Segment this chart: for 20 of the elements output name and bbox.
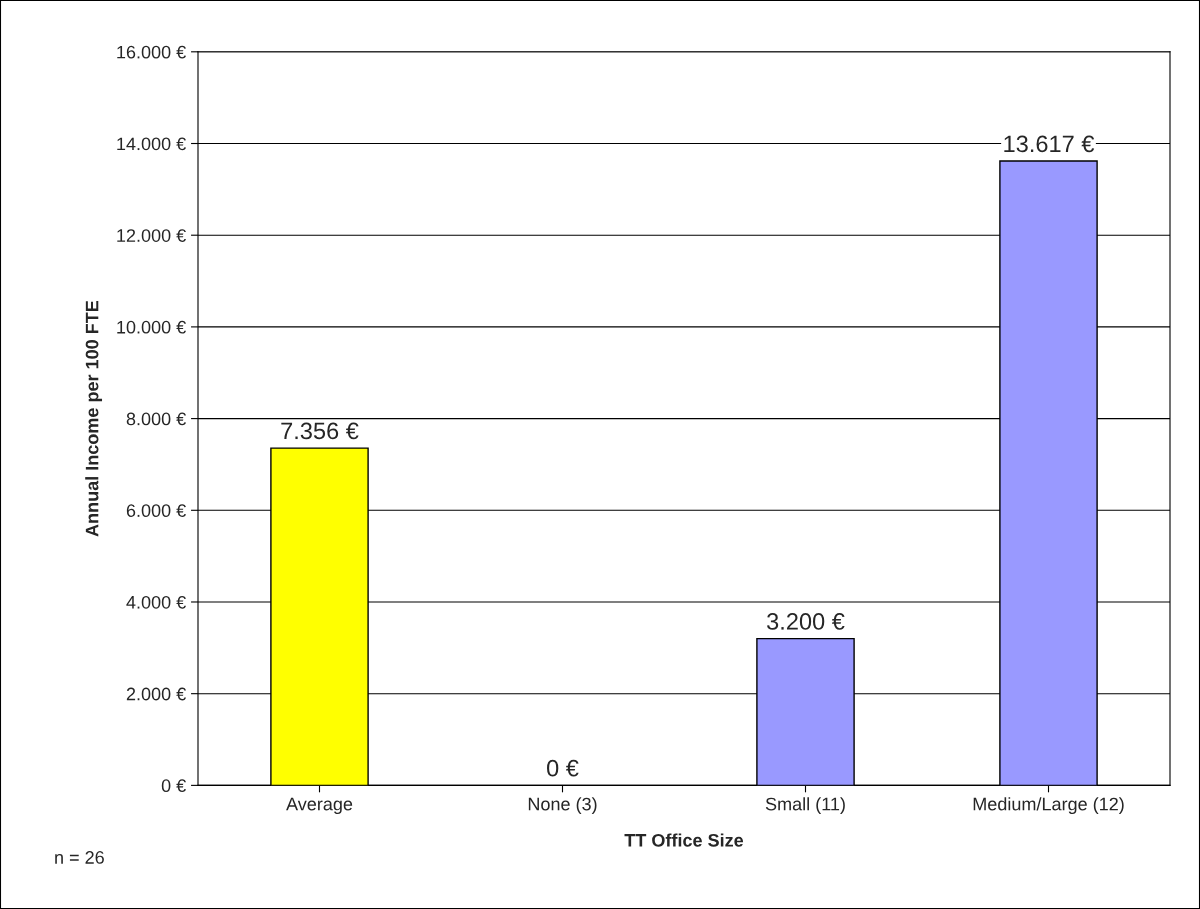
y-tick-label: 16.000 € (117, 45, 186, 59)
x-tick-label: None (3) (528, 797, 597, 814)
data-label: 0 € (547, 759, 579, 777)
y-tick-label: 8.000 € (126, 412, 186, 426)
data-label: 7.356 € (281, 422, 359, 440)
x-tick-label: Small (11) (765, 797, 845, 814)
y-tick-label: 4.000 € (126, 595, 186, 609)
data-label: 3.200 € (767, 613, 845, 630)
y-tick-label: 6.000 € (126, 504, 186, 518)
y-tick-label: 10.000 € (117, 320, 186, 334)
y-tick-label: 2.000 € (126, 687, 186, 701)
y-tick-label: 12.000 € (117, 229, 186, 242)
x-axis-title: TT Office Size (624, 833, 744, 847)
y-tick-label: 0 € (161, 779, 186, 793)
y-tick-label: 14.000 € (117, 137, 186, 151)
y-axis-title: Annual Income per 100 FTE (85, 300, 103, 537)
data-label: 13.617 € (1004, 135, 1095, 153)
x-tick-label: Medium/Large (12) (973, 797, 1124, 815)
text: n = 26 (55, 851, 104, 864)
x-tick-label: Average (286, 797, 353, 815)
